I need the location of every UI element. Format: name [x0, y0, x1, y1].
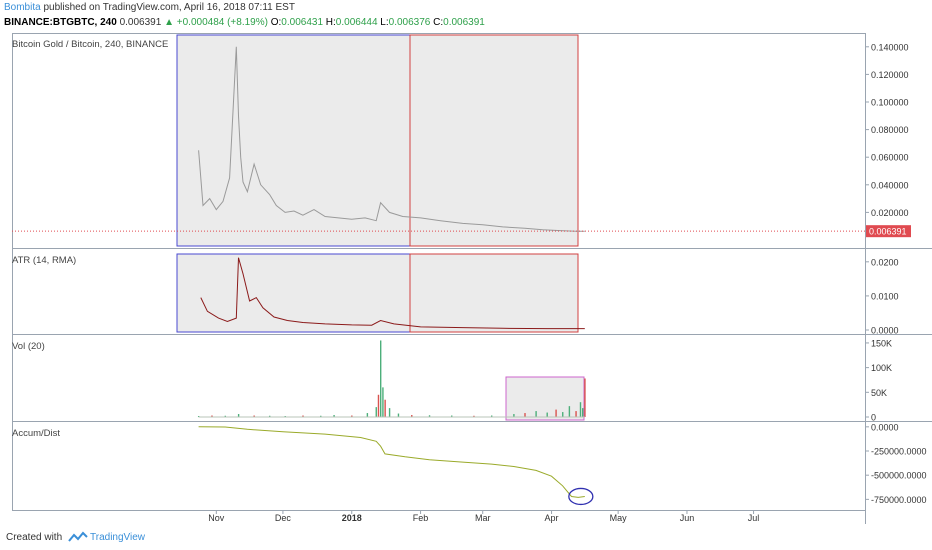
high-label: H: [325, 17, 336, 28]
atr-blue-box [176, 253, 411, 333]
pane-title: Vol (20) [12, 341, 45, 352]
time-tick-label: May [610, 513, 628, 523]
volume-bar [351, 415, 353, 417]
author-link[interactable]: Bombita [4, 2, 41, 13]
volume-bar [397, 413, 400, 417]
volume-bar [579, 402, 582, 417]
volume-bar [269, 415, 271, 417]
created-with-text: Created with [6, 532, 63, 543]
symbol-info: BINANCE:BTGBTC, 240 0.006391 ▲ +0.000484… [4, 17, 485, 28]
volume-bar [513, 414, 515, 417]
published-text: published on TradingView.com, April 16, … [43, 2, 295, 13]
accum-dist-line [198, 426, 585, 498]
volume-bar [582, 408, 584, 417]
time-tick-label: Nov [208, 513, 225, 523]
high-value: 0.006444 [335, 17, 378, 28]
volume-bar [333, 415, 335, 417]
ad-tick-label: 0.0000 [871, 422, 899, 432]
pane-title: Accum/Dist [12, 428, 60, 439]
volume-bar [568, 406, 571, 417]
price-tick-label: 0.120000 [871, 70, 909, 80]
pane-title: Bitcoin Gold / Bitcoin, 240, BINANCE [12, 39, 168, 50]
time-tick-label: Feb [413, 513, 429, 523]
close-value: 0.006391 [443, 17, 485, 28]
volume-bar [575, 411, 577, 417]
volume-highlight-box [505, 376, 585, 421]
ad-tick-label: -750000.0000 [871, 495, 927, 505]
volume-bar [320, 415, 322, 417]
atr-series-line [200, 257, 585, 330]
last-price-badge-label: 0.006391 [869, 227, 907, 237]
volume-bar [253, 415, 255, 417]
volume-bar [388, 408, 391, 417]
close-label: C: [433, 17, 444, 28]
volume-bar [491, 415, 493, 417]
low-value: 0.006376 [388, 17, 431, 28]
vol-tick-label: 100K [871, 363, 892, 373]
ad-tick-label: -250000.0000 [871, 447, 927, 457]
symbol-label: BINANCE:BTGBTC, 240 [4, 17, 117, 28]
volume-bar [211, 415, 213, 417]
tradingview-brand-link[interactable]: TradingView [90, 532, 146, 543]
volume-bar [555, 409, 557, 417]
last-price-badge [866, 225, 911, 238]
volume-bar [562, 412, 564, 417]
price-tick-label: 0.100000 [871, 98, 909, 108]
last-price: 0.006391 [119, 17, 162, 28]
chart-area[interactable]: Bitcoin Gold / Bitcoin, 240, BINANCE 0.02… [0, 0, 932, 524]
up-arrow-icon: ▲ [164, 17, 174, 28]
vol-tick-label: 50K [871, 388, 887, 398]
price-series-line [198, 46, 585, 232]
atr-tick-label: 0.0100 [871, 291, 899, 301]
open-value: 0.006431 [281, 17, 324, 28]
time-tick-label: Mar [475, 513, 491, 523]
volume-bar [384, 399, 386, 417]
price-tick-label: 0.080000 [871, 125, 909, 135]
volume-bar [377, 394, 380, 417]
price-tick-label: 0.040000 [871, 180, 909, 190]
volume-bar [584, 378, 586, 417]
low-label: L: [380, 17, 389, 28]
vol-tick-label: 150K [871, 338, 892, 348]
red-range-box [409, 34, 579, 247]
vol-tick-label: 0 [871, 413, 876, 423]
time-tick-label: Jul [748, 513, 760, 523]
volume-bar [224, 415, 226, 417]
blue-range-box [176, 34, 411, 247]
volume-bar [411, 415, 413, 417]
time-tick-label: 2018 [342, 513, 362, 523]
volume-bar [375, 407, 377, 417]
publish-info: Bombita published on TradingView.com, Ap… [4, 2, 295, 13]
price-change: +0.000484 (+8.19%) [176, 17, 268, 28]
volume-bar [473, 415, 475, 417]
volume-bar [237, 414, 240, 417]
volume-bar [366, 413, 369, 417]
highlight-circle [568, 487, 594, 506]
time-tick-label: Apr [545, 513, 559, 523]
price-tick-label: 0.140000 [871, 42, 909, 52]
atr-red-box [409, 253, 579, 333]
footer: Created with TradingView [0, 524, 932, 550]
tradingview-logo-icon[interactable] [68, 531, 88, 543]
atr-tick-label: 0.0200 [871, 257, 899, 267]
pane-title: ATR (14, RMA) [12, 255, 76, 266]
price-tick-label: 0.060000 [871, 153, 909, 163]
volume-bar [302, 415, 304, 417]
volume-bar [428, 415, 431, 417]
open-label: O: [270, 17, 282, 28]
volume-bar [535, 411, 537, 417]
price-tick-label: 0.020000 [871, 208, 909, 218]
time-tick-label: Dec [275, 513, 292, 523]
volume-bar [524, 413, 526, 417]
atr-tick-label: 0.0000 [871, 326, 899, 336]
volume-bar [546, 412, 548, 417]
volume-bar [451, 415, 453, 417]
volume-bar [382, 387, 384, 417]
volume-bar [380, 340, 382, 417]
time-tick-label: Jun [680, 513, 695, 523]
ad-tick-label: -500000.0000 [871, 471, 927, 481]
